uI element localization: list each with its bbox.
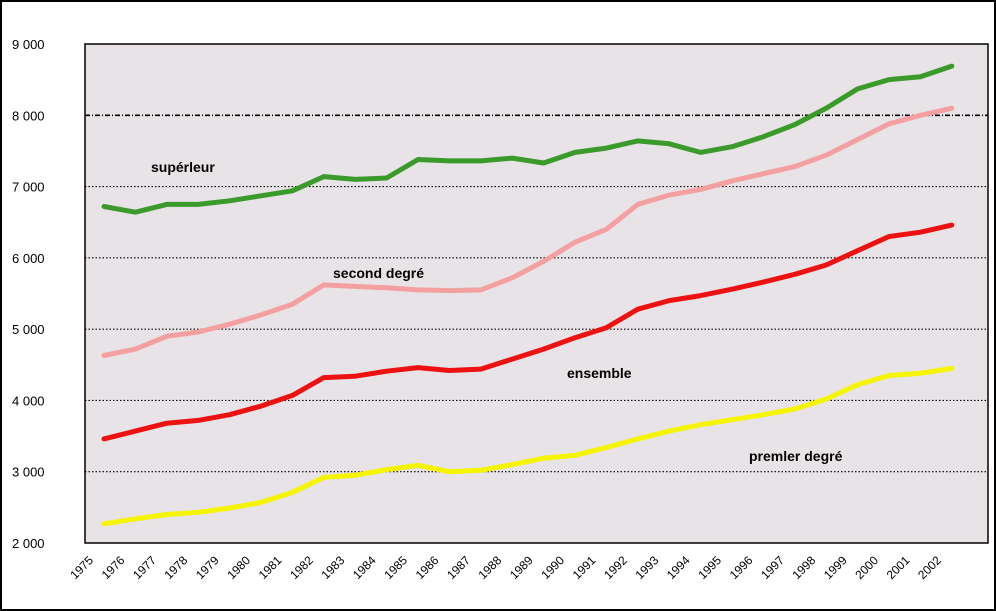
x-tick-label: 1977 <box>130 553 159 582</box>
x-tick-label: 1979 <box>193 553 222 582</box>
x-tick-label: 1999 <box>821 553 850 582</box>
y-tick-label: 2 000 <box>12 536 45 551</box>
x-tick-label: 1992 <box>601 553 630 582</box>
x-tick-label: 2000 <box>852 553 881 582</box>
x-tick-label: 1987 <box>444 553 473 582</box>
x-tick-label: 1976 <box>99 553 128 582</box>
x-tick-label: 1993 <box>633 553 662 582</box>
y-tick-label: 8 000 <box>12 108 45 123</box>
x-tick-label: 1986 <box>413 553 442 582</box>
series-lines <box>101 63 955 527</box>
x-tick-label: 1994 <box>664 553 693 582</box>
x-tick-label: 1988 <box>476 553 505 582</box>
y-tick-label: 5 000 <box>12 322 45 337</box>
series-label-supérieur: supérleur <box>151 159 215 175</box>
x-tick-label: 1995 <box>695 553 724 582</box>
x-tick-label: 2001 <box>884 553 913 582</box>
y-tick-label: 4 000 <box>12 393 45 408</box>
plot-area <box>84 43 989 544</box>
series-labels: supérleur second degré ensemble premler deg… <box>151 159 843 464</box>
series-line-second-degré <box>101 105 955 358</box>
x-tick-label: 1996 <box>727 553 756 582</box>
x-tick-label: 1978 <box>162 553 191 582</box>
y-tick-label: 6 000 <box>12 251 45 266</box>
y-tick-label: 7 000 <box>12 180 45 195</box>
x-tick-label: 1982 <box>287 553 316 582</box>
series-line-ensemble <box>101 222 955 442</box>
y-tick-label: 3 000 <box>12 465 45 480</box>
x-tick-label: 1985 <box>381 553 410 582</box>
x-tick-label: 1990 <box>538 553 567 582</box>
x-tick-label: 1984 <box>350 553 379 582</box>
gridlines <box>85 43 988 473</box>
series-line-premier-degré <box>101 365 955 527</box>
series-label-premier-degré: premler degré <box>749 448 843 464</box>
x-tick-label: 1998 <box>790 553 819 582</box>
x-tick-label: 1981 <box>256 553 285 582</box>
x-tick-label: 1989 <box>507 553 536 582</box>
series-line-supérieur <box>101 63 955 215</box>
y-tick-label: 9 000 <box>12 37 45 52</box>
x-tick-label: 1991 <box>570 553 599 582</box>
x-tick-label: 1997 <box>758 553 787 582</box>
x-tick-label: 2002 <box>915 553 944 582</box>
x-tick-label: 1983 <box>319 553 348 582</box>
x-axis-ticks: 1975 1976 1977 1978 1979 1980 1981 1982 1983 1984… <box>67 553 944 582</box>
series-label-ensemble: ensemble <box>567 365 632 381</box>
y-axis-ticks: 2 000 3 000 4 000 5 000 6 000 7 000 8 000 9 000 <box>12 37 45 551</box>
x-tick-label: 1975 <box>67 553 96 582</box>
x-tick-label: 1980 <box>224 553 253 582</box>
series-label-second-degré: second degré <box>333 265 424 281</box>
